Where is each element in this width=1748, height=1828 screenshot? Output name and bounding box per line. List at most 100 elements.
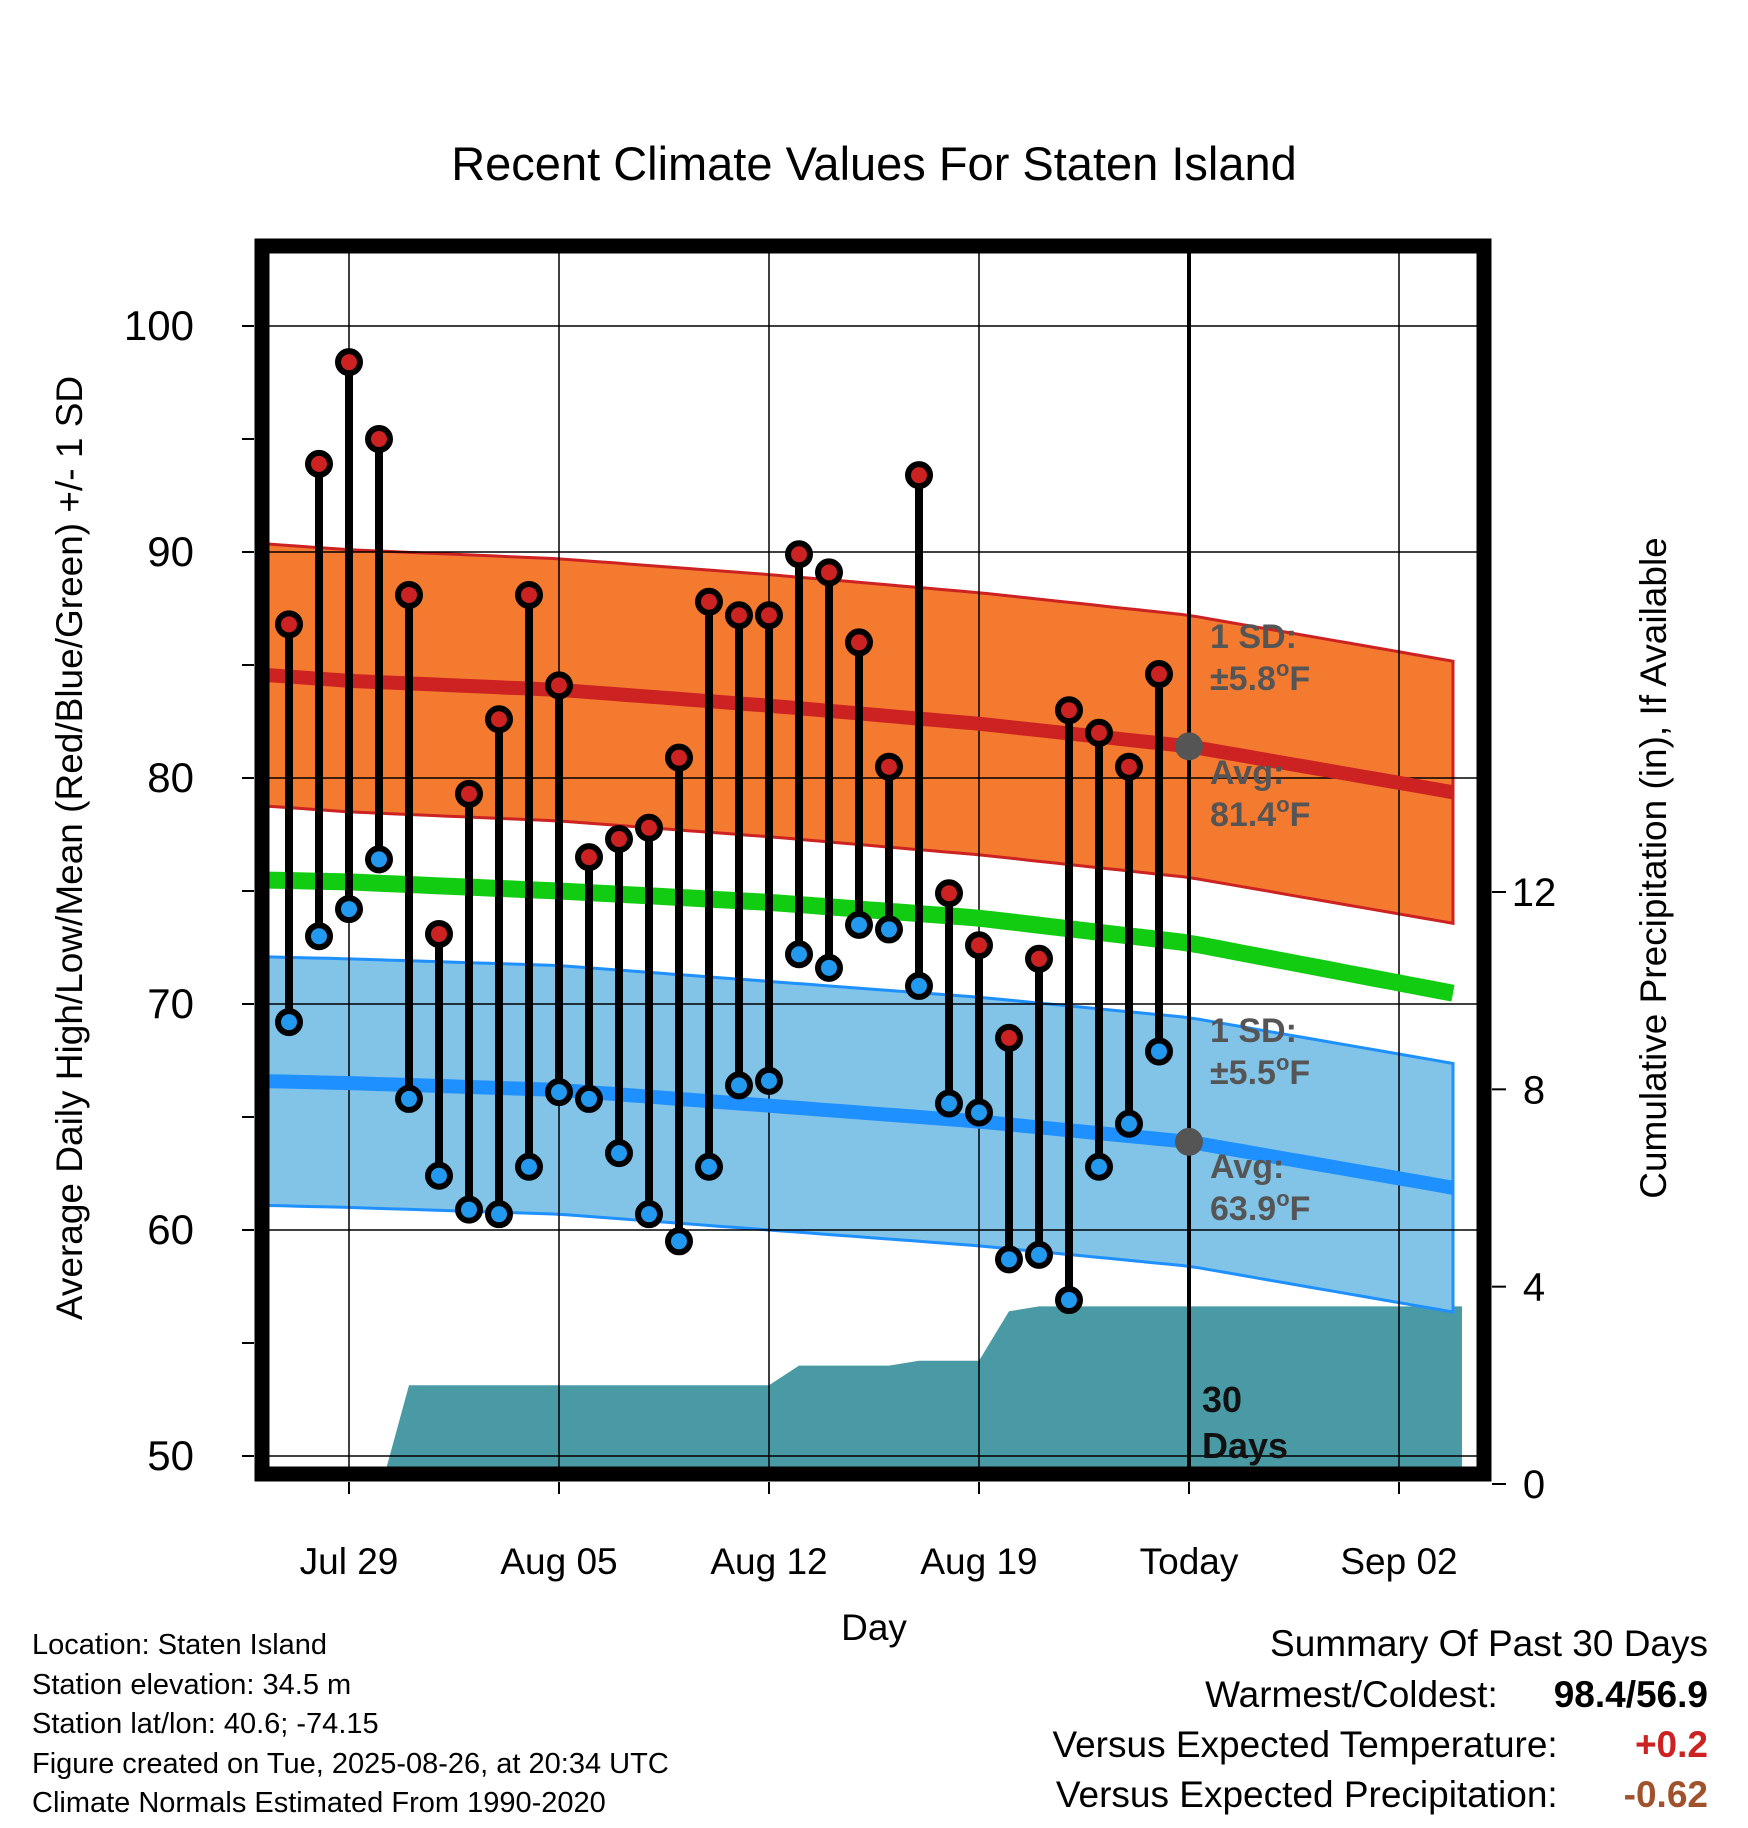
low-point [845,910,873,939]
high-sd-label: 1 SD: [1210,618,1297,656]
y2-tick-label: 0 [1523,1463,1545,1507]
high-sd-annotation: 1 SD: ±5.8oF [1210,618,1310,698]
high-point [695,587,723,616]
high-point [815,558,843,587]
summary-temp-row: Versus Expected Temperature: +0.2 [1052,1720,1708,1770]
high-point [365,425,393,453]
high-point [305,449,333,478]
low-sd-label: 1 SD: [1210,1012,1297,1050]
low-avg-value: 63.9oF [1210,1186,1310,1228]
y-tick-label: 50 [147,1432,194,1479]
high-point [785,540,813,569]
summary-temp-value: +0.2 [1634,1724,1708,1765]
high-avg-value: 81.4oF [1210,792,1310,834]
low-point [1055,1286,1083,1315]
high-point [1055,696,1083,725]
high-point [1085,718,1113,747]
low-avg-annotation: Avg: 63.9oF [1210,1148,1310,1228]
low-point [365,845,393,874]
low-point [425,1161,453,1190]
low-point [695,1152,723,1181]
low-point [335,895,363,924]
low-point [1115,1109,1143,1138]
low-point [935,1089,963,1118]
y2-axis-label: Cumulative Precipitation (in), If Availa… [1633,537,1674,1199]
x-tick-label: Jul 29 [300,1541,399,1582]
days-word: Days [1202,1425,1288,1466]
normal-high-line [262,667,1455,800]
plot-area [262,246,1484,1474]
low-point [515,1152,543,1181]
info-elevation: Station elevation: 34.5 m [32,1668,352,1701]
high-point [605,825,633,854]
summary-precip-value: -0.62 [1623,1774,1708,1815]
normal-mean-line [262,871,1455,1002]
precip-area [384,1306,1462,1474]
info-location: Location: Staten Island [32,1629,328,1661]
y-tick-label: 60 [147,1206,194,1253]
low-point [1145,1037,1173,1066]
low-point [635,1200,663,1229]
info-normals: Climate Normals Estimated From 1990-2020 [32,1787,606,1819]
low-point [815,953,843,982]
high-point [935,879,963,908]
high-point [575,843,603,872]
chart-title: Recent Climate Values For Staten Island [451,137,1297,190]
summary-warm-value: 98.4/56.9 [1553,1674,1708,1715]
high-point [395,580,423,609]
y-axis-label: Average Daily High/Low/Mean (Red/Blue/Gr… [49,376,90,1320]
x-tick-label: Sep 02 [1340,1541,1457,1582]
low-point [1085,1152,1113,1181]
high-point [335,348,363,377]
today-high-avg-marker [1175,732,1203,761]
low-point [485,1200,513,1229]
x-tick-label: Today [1140,1541,1239,1582]
high-point [965,931,993,960]
summary-heading: Summary Of Past 30 Days [1270,1623,1708,1664]
low-point [905,971,933,1000]
info-created: Figure created on Tue, 2025-08-26, at 20… [32,1747,669,1780]
y2-tick-label: 12 [1512,871,1557,915]
low-point [605,1139,633,1168]
high-point [1115,752,1143,781]
today-low-avg-marker [1175,1127,1203,1156]
summary-warm-label: Warmest/Coldest: [1205,1674,1498,1715]
y-tick-label: 90 [147,528,194,575]
low-point [875,915,903,944]
high-point [275,610,303,639]
x-tick-label: Aug 12 [710,1541,827,1582]
low-point [965,1098,993,1127]
y2-tick-label: 8 [1523,1068,1545,1112]
y2-tick-label: 4 [1523,1266,1545,1310]
low-point [545,1078,573,1107]
low-point [455,1195,483,1224]
low-point [1025,1240,1053,1269]
high-point [755,601,783,630]
y-tick-label: 100 [124,302,194,349]
high-point [425,919,453,948]
y-tick-label: 80 [147,754,194,801]
high-point [905,461,933,490]
x-tick-label: Aug 05 [500,1541,617,1582]
high-point [485,705,513,734]
low-point [575,1084,603,1113]
high-point [455,779,483,808]
high-sd-value: ±5.8oF [1210,656,1310,698]
x-tick-label: Aug 19 [920,1541,1037,1582]
high-avg-label: Avg: [1210,754,1284,792]
low-point [785,940,813,969]
plot-content [262,246,1484,1474]
high-point [1145,660,1173,689]
summary-warm-row: Warmest/Coldest: 98.4/56.9 [1052,1670,1708,1720]
low-point [275,1008,303,1037]
low-point [665,1227,693,1256]
high-point [995,1023,1023,1052]
summary-precip-row: Versus Expected Precipitation: -0.62 [1052,1770,1708,1820]
high-sd-band [262,542,1455,926]
summary-panel: Summary Of Past 30 Days Warmest/Coldest:… [1052,1618,1708,1820]
high-point [725,601,753,630]
summary-temp-label: Versus Expected Temperature: [1052,1724,1558,1765]
high-point [665,743,693,772]
low-point [395,1084,423,1113]
